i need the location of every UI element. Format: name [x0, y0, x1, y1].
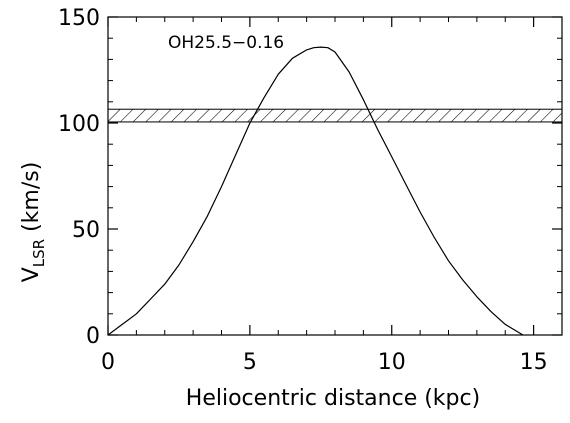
- y-axis-label-subscript: LSR: [30, 239, 48, 267]
- rotation-curve-layer: [108, 46, 525, 335]
- y-axis-label: VLSR (km/s): [19, 162, 48, 283]
- velocity-band-layer: [107, 108, 563, 123]
- plot-frame: [107, 16, 563, 336]
- y-axis-label-unit: (km/s): [19, 162, 44, 239]
- y-tick-label: 0: [86, 324, 100, 349]
- x-axis-label: Heliocentric distance (kpc): [186, 386, 480, 411]
- ticks-layer: [107, 16, 563, 336]
- velocity-band: [107, 108, 563, 123]
- x-tick-label: 0: [101, 350, 115, 375]
- y-tick-label: 100: [58, 112, 100, 137]
- x-tick-label: 15: [520, 350, 548, 375]
- y-tick-label: 50: [72, 218, 100, 243]
- source-annotation: OH25.5−0.16: [168, 33, 284, 53]
- y-tick-label: 150: [58, 6, 100, 31]
- series-line-0: [108, 46, 525, 335]
- x-tick-label: 5: [243, 350, 257, 375]
- x-tick-label: 10: [378, 350, 406, 375]
- y-axis-label-main: V: [19, 267, 44, 282]
